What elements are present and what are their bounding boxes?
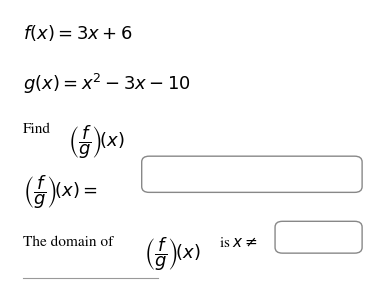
Text: Find: Find	[23, 123, 51, 136]
Text: $\left(\dfrac{f}{g}\right)\!(x)$: $\left(\dfrac{f}{g}\right)\!(x)$	[68, 123, 124, 160]
Text: The domain of: The domain of	[23, 236, 114, 249]
Text: $f(x) = 3x + 6$: $f(x) = 3x + 6$	[23, 23, 133, 43]
Text: $\left(\dfrac{f}{g}\right)\!(x)$: $\left(\dfrac{f}{g}\right)\!(x)$	[144, 236, 200, 273]
FancyBboxPatch shape	[275, 221, 362, 253]
Text: is $x \neq$: is $x \neq$	[220, 236, 259, 250]
FancyBboxPatch shape	[142, 156, 362, 192]
Text: $g(x) = x^2 - 3x - 10$: $g(x) = x^2 - 3x - 10$	[23, 72, 191, 96]
Text: $\left(\dfrac{f}{g}\right)\!(x) =$: $\left(\dfrac{f}{g}\right)\!(x) =$	[23, 173, 98, 211]
